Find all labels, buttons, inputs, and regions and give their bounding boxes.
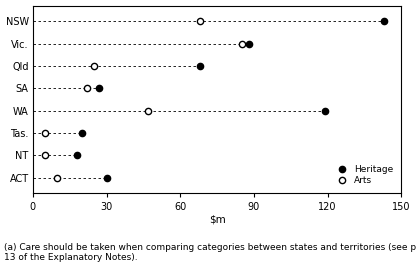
- Legend: Heritage, Arts: Heritage, Arts: [329, 162, 397, 189]
- Text: (a) Care should be taken when comparing categories between states and territorie: (a) Care should be taken when comparing …: [4, 243, 416, 262]
- X-axis label: $m: $m: [209, 215, 225, 225]
